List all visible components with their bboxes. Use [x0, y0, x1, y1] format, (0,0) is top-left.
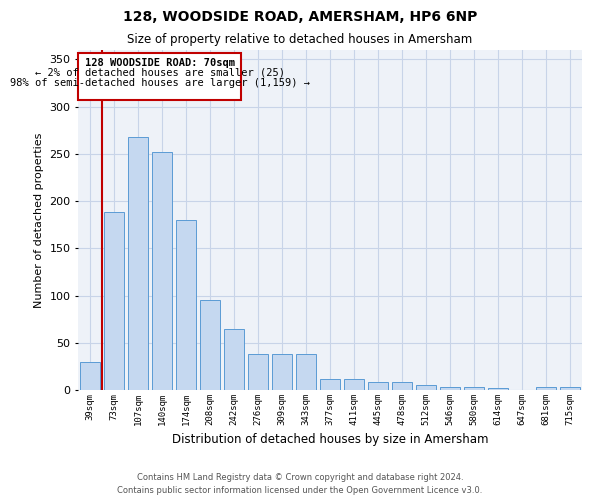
Bar: [344, 378, 364, 390]
Bar: [152, 152, 172, 390]
Bar: [416, 386, 436, 390]
Bar: [320, 378, 340, 390]
Bar: [560, 387, 580, 390]
Bar: [104, 212, 124, 390]
Bar: [488, 388, 508, 390]
Bar: [80, 362, 100, 390]
Text: 98% of semi-detached houses are larger (1,159) →: 98% of semi-detached houses are larger (…: [10, 78, 310, 88]
Text: Contains public sector information licensed under the Open Government Licence v3: Contains public sector information licen…: [118, 486, 482, 495]
Bar: [536, 387, 556, 390]
Text: Size of property relative to detached houses in Amersham: Size of property relative to detached ho…: [127, 32, 473, 46]
Bar: [272, 354, 292, 390]
Y-axis label: Number of detached properties: Number of detached properties: [34, 132, 44, 308]
Bar: [79, 53, 241, 100]
Text: 128, WOODSIDE ROAD, AMERSHAM, HP6 6NP: 128, WOODSIDE ROAD, AMERSHAM, HP6 6NP: [123, 10, 477, 24]
Bar: [464, 387, 484, 390]
Bar: [224, 328, 244, 390]
Bar: [200, 300, 220, 390]
Bar: [296, 354, 316, 390]
X-axis label: Distribution of detached houses by size in Amersham: Distribution of detached houses by size …: [172, 434, 488, 446]
Bar: [248, 354, 268, 390]
Text: Contains HM Land Registry data © Crown copyright and database right 2024.: Contains HM Land Registry data © Crown c…: [137, 472, 463, 482]
Text: ← 2% of detached houses are smaller (25): ← 2% of detached houses are smaller (25): [35, 68, 285, 78]
Bar: [368, 382, 388, 390]
Bar: [440, 387, 460, 390]
Bar: [392, 382, 412, 390]
Bar: [176, 220, 196, 390]
Bar: [128, 137, 148, 390]
Text: 128 WOODSIDE ROAD: 70sqm: 128 WOODSIDE ROAD: 70sqm: [85, 58, 235, 68]
